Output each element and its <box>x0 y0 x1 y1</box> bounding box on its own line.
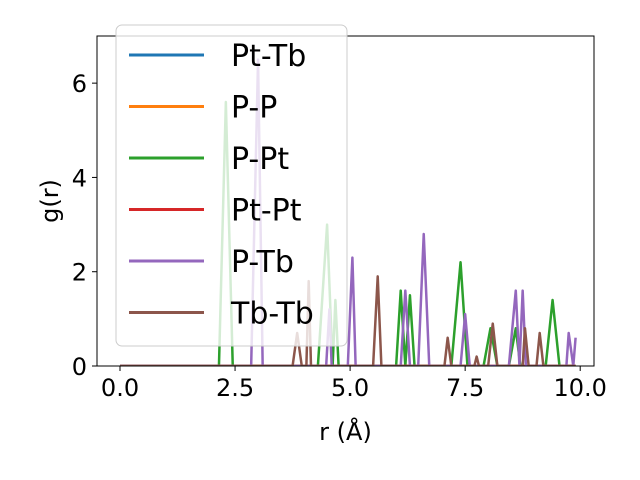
y-tick-label: 2 <box>72 259 87 287</box>
series-line-tb-tb <box>120 275 576 366</box>
y-tick-label: 6 <box>72 70 87 98</box>
legend-label: Pt-Tb <box>231 39 306 74</box>
x-tick-label: 7.5 <box>446 374 484 402</box>
legend-label: P-Tb <box>231 245 294 280</box>
x-axis-label: r (Å) <box>319 417 372 446</box>
legend: Pt-Tb P-P P-Pt Pt-Pt P-Tb Tb-Tb <box>115 24 348 347</box>
x-tick-label: 2.5 <box>216 374 254 402</box>
y-axis: 0 2 4 6 <box>72 70 97 381</box>
y-tick-label: 4 <box>72 164 87 192</box>
legend-label: Tb-Tb <box>230 297 314 332</box>
x-tick-label: 5.0 <box>331 374 369 402</box>
x-tick-label: 0.0 <box>101 374 139 402</box>
y-tick-label: 0 <box>72 353 87 381</box>
x-tick-label: 10.0 <box>553 374 606 402</box>
legend-label: P-P <box>231 91 277 126</box>
x-axis: 0.0 2.5 5.0 7.5 10.0 <box>101 366 607 402</box>
legend-label: P-Pt <box>231 142 289 177</box>
legend-label: Pt-Pt <box>231 194 302 229</box>
y-axis-label: g(r) <box>36 179 64 223</box>
